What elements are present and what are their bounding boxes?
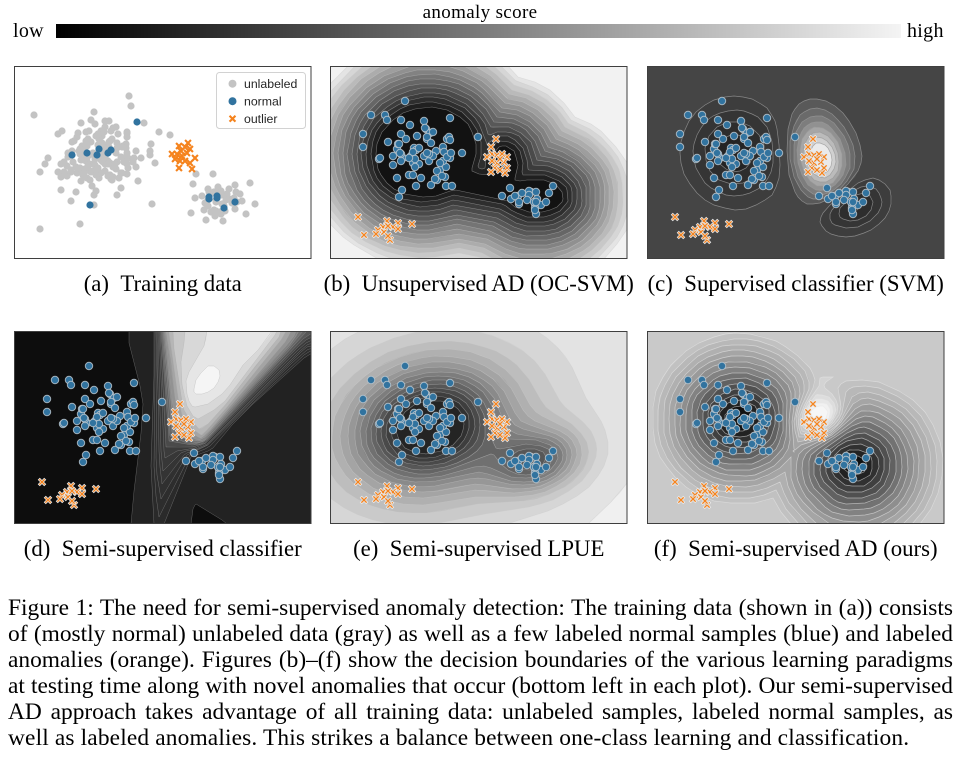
svg-text:normal: normal bbox=[244, 95, 282, 109]
svg-text:unlabeled: unlabeled bbox=[244, 77, 297, 91]
svg-text:outlier: outlier bbox=[244, 112, 278, 126]
